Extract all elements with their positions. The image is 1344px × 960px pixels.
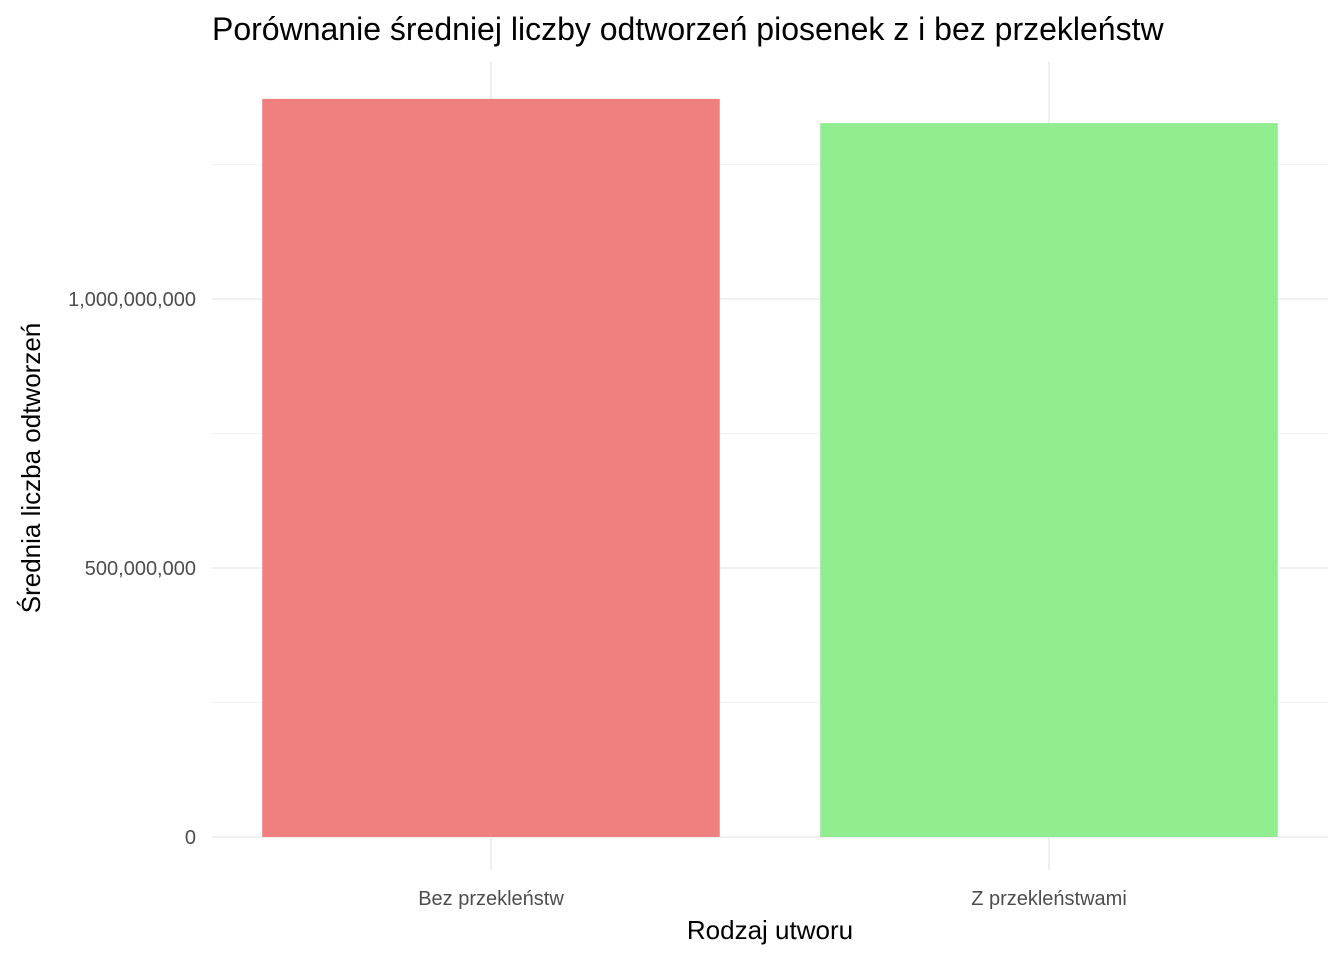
- y-tick-label: 500,000,000: [85, 558, 196, 580]
- y-tick-label: 0: [185, 827, 196, 849]
- x-axis-tick-labels: Bez przekleństw Z przekleństwami: [418, 888, 1127, 910]
- x-tick-label: Z przekleństwami: [971, 888, 1127, 910]
- bar-bez-przeklenstw: [262, 98, 720, 837]
- chart-title: Porównanie średniej liczby odtworzeń pio…: [212, 11, 1164, 47]
- y-axis-title: Średnia liczba odtworzeń: [16, 323, 46, 614]
- x-tick-label: Bez przekleństw: [418, 888, 564, 910]
- bars-layer: [262, 98, 1278, 838]
- bar-z-przeklenstwami: [820, 123, 1278, 838]
- y-tick-label: 1,000,000,000: [68, 289, 196, 311]
- y-axis-tick-labels: 0 500,000,000 1,000,000,000: [68, 289, 196, 849]
- x-axis-title: Rodzaj utworu: [687, 915, 853, 945]
